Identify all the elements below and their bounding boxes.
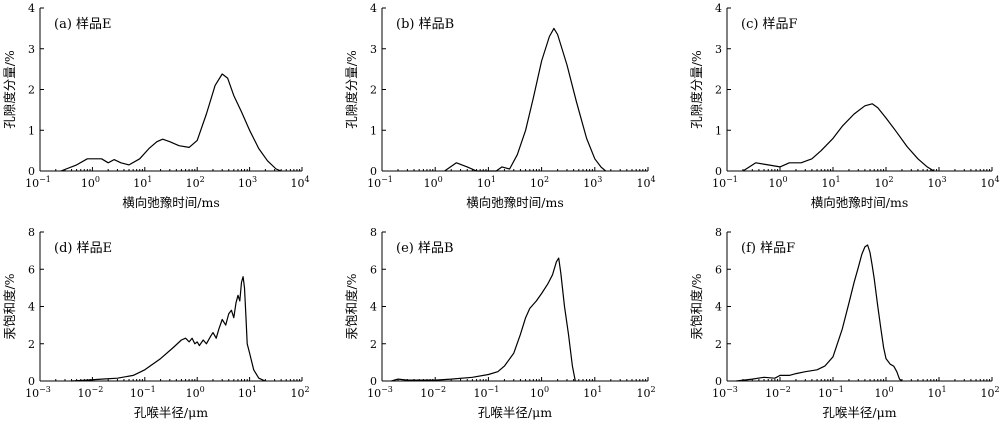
x-tick-label: 102 <box>980 385 999 400</box>
panel-title: (a) 样品E <box>54 17 112 32</box>
x-tick-label: 102 <box>636 385 655 400</box>
chart-panel-c: 0 1 2 3 4 10−1 100 101 102 103 104 (c) 样品F 横向弛豫时间/ms… <box>689 2 1000 210</box>
x-tick-label: 102 <box>290 385 309 400</box>
y-tick-label: 6 <box>715 263 722 276</box>
y-tick-label: 0 <box>370 375 377 388</box>
chart-panel-e: 0 2 4 6 8 10−3 10−2 10−1 100 101 102 (e) 样品B 孔喉半径/μm… <box>344 226 656 420</box>
x-tick-label: 100 <box>768 175 787 190</box>
x-tick-label: 100 <box>81 175 100 190</box>
y-axis-label: 孔隙度分量/% <box>344 50 359 129</box>
y-axis-label: 孔隙度分量/% <box>689 50 704 129</box>
x-tick-label: 100 <box>874 385 893 400</box>
x-tick-label: 101 <box>583 385 602 400</box>
x-tick-label: 10−1 <box>712 175 738 190</box>
y-tick-label: 3 <box>715 43 722 56</box>
panel-title: (d) 样品E <box>54 241 112 256</box>
y-axis-label: 汞饱和度/% <box>2 273 17 339</box>
x-tick-label: 104 <box>980 175 999 190</box>
y-axis-label: 汞饱和度/% <box>344 273 359 339</box>
x-tick-label: 10−3 <box>712 385 738 400</box>
y-tick-label: 0 <box>715 165 722 178</box>
y-tick-label: 4 <box>370 2 377 15</box>
y-tick-label: 8 <box>370 226 377 239</box>
series-line <box>391 257 576 382</box>
chart-panel-d: 0 2 4 6 8 10−3 10−2 10−1 100 101 102 (d) 样品E 孔喉半径/μm… <box>2 226 310 420</box>
x-tick-label: 10−3 <box>25 385 51 400</box>
x-tick-label: 10−2 <box>78 385 104 400</box>
y-tick-label: 1 <box>370 124 377 137</box>
y-axis-label: 汞饱和度/% <box>689 273 704 339</box>
series-line <box>71 276 266 382</box>
x-tick-label: 100 <box>186 385 205 400</box>
y-tick-label: 4 <box>715 301 722 314</box>
y-tick-label: 2 <box>715 84 722 97</box>
x-tick-label: 102 <box>186 175 205 190</box>
y-tick-label: 0 <box>28 165 35 178</box>
y-tick-label: 0 <box>370 165 377 178</box>
y-tick-label: 6 <box>28 263 35 276</box>
panel-title: (e) 样品B <box>396 241 454 256</box>
x-axis-label: 横向弛豫时间/ms <box>122 195 219 210</box>
x-tick-label: 102 <box>874 175 893 190</box>
y-tick-label: 4 <box>370 301 377 314</box>
y-tick-label: 8 <box>28 226 35 239</box>
x-axis-label: 横向弛豫时间/ms <box>811 195 908 210</box>
series-line <box>60 73 282 172</box>
x-tick-label: 103 <box>927 175 946 190</box>
x-tick-label: 101 <box>238 385 257 400</box>
x-tick-label: 101 <box>133 175 152 190</box>
y-tick-label: 2 <box>715 338 722 351</box>
series-line <box>736 244 903 382</box>
x-tick-label: 10−1 <box>130 385 156 400</box>
x-axis-label: 横向弛豫时间/ms <box>466 195 563 210</box>
y-tick-label: 8 <box>715 226 722 239</box>
x-axis-label: 孔喉半径/μm <box>822 405 896 420</box>
x-tick-label: 10−2 <box>420 385 446 400</box>
x-tick-label: 10−1 <box>474 385 500 400</box>
y-tick-label: 2 <box>370 84 377 97</box>
y-tick-label: 2 <box>370 338 377 351</box>
y-tick-label: 0 <box>715 375 722 388</box>
series-line <box>742 103 935 172</box>
y-tick-label: 2 <box>28 84 35 97</box>
x-tick-label: 100 <box>424 175 443 190</box>
x-tick-label: 10−1 <box>818 385 844 400</box>
x-tick-label: 10−3 <box>367 385 393 400</box>
x-tick-label: 100 <box>530 385 549 400</box>
panel-title: (f) 样品F <box>741 241 795 256</box>
y-axis-label: 孔隙度分量/% <box>2 50 17 129</box>
y-tick-label: 3 <box>370 43 377 56</box>
y-tick-label: 0 <box>28 375 35 388</box>
y-tick-label: 6 <box>370 263 377 276</box>
chart-panel-b: 0 1 2 3 4 10−1 100 101 102 103 104 (b) 样品B 横向弛豫时间/ms… <box>344 2 656 210</box>
x-tick-label: 102 <box>530 175 549 190</box>
panel-title: (b) 样品B <box>396 17 454 32</box>
x-tick-label: 10−1 <box>367 175 393 190</box>
series-line <box>444 27 607 172</box>
y-tick-label: 3 <box>28 43 35 56</box>
chart-panel-f: 0 2 4 6 8 10−3 10−2 10−1 100 101 102 (f) 样品F 孔喉半径/μm… <box>689 226 1000 420</box>
x-tick-label: 104 <box>290 175 309 190</box>
x-tick-label: 10−2 <box>765 385 791 400</box>
x-tick-label: 10−1 <box>25 175 51 190</box>
x-tick-label: 103 <box>238 175 257 190</box>
chart-panel-a: 0 1 2 3 4 10−1 100 101 102 103 104 (a) 样品E 横向弛豫时间/ms… <box>2 2 310 210</box>
x-tick-label: 101 <box>927 385 946 400</box>
y-tick-label: 1 <box>28 124 35 137</box>
y-tick-label: 4 <box>715 2 722 15</box>
x-tick-label: 104 <box>636 175 655 190</box>
x-axis-label: 孔喉半径/μm <box>478 405 552 420</box>
x-tick-label: 101 <box>821 175 840 190</box>
panel-title: (c) 样品F <box>741 17 798 32</box>
x-tick-label: 101 <box>477 175 496 190</box>
x-axis-label: 孔喉半径/μm <box>134 405 208 420</box>
x-tick-label: 103 <box>583 175 602 190</box>
y-tick-label: 4 <box>28 301 35 314</box>
y-tick-label: 2 <box>28 338 35 351</box>
y-tick-label: 1 <box>715 124 722 137</box>
y-tick-label: 4 <box>28 2 35 15</box>
